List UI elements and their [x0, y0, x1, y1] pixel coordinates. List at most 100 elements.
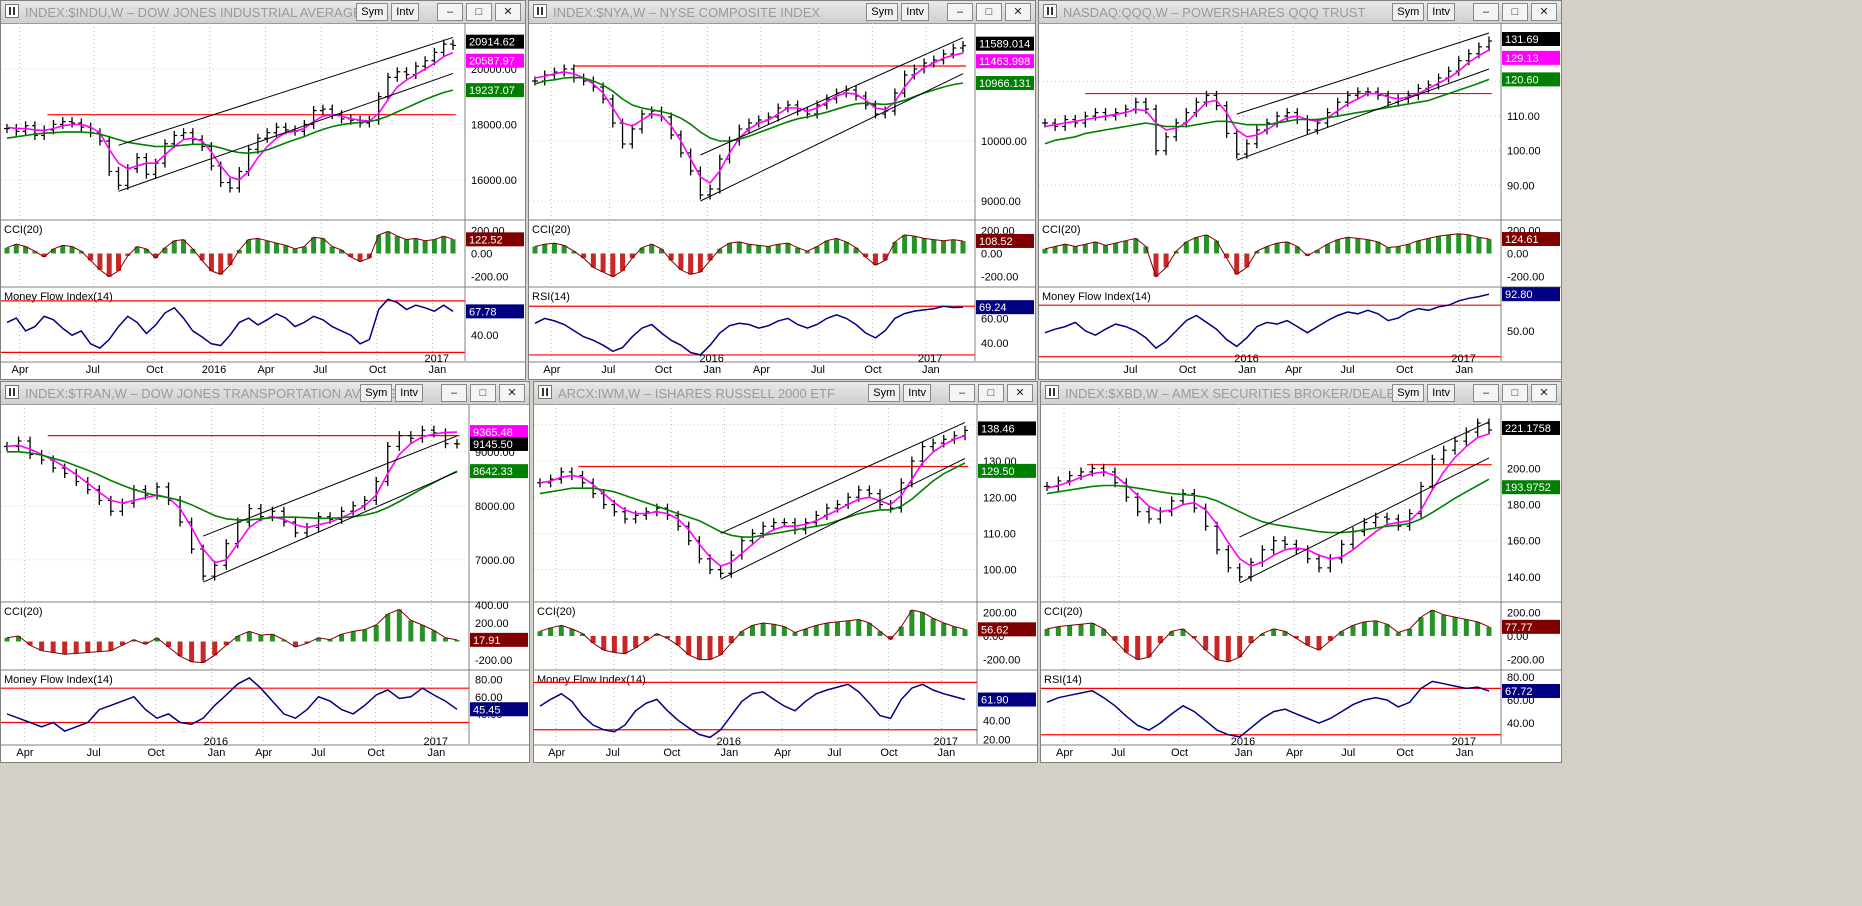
window-titlebar[interactable]: NASDAQ:QQQ,W – POWERSHARES QQQ TRUST Sym I…: [1039, 1, 1561, 24]
minimize-icon[interactable]: –: [949, 384, 975, 402]
cci-bar: [765, 246, 771, 254]
close-icon[interactable]: ✕: [1531, 384, 1557, 402]
cci-bar: [218, 253, 224, 275]
chart-canvas[interactable]: 10000.00 9000.00 11589.014 11463.998 10966.1…: [529, 23, 1035, 379]
chart-canvas[interactable]: 200.00 180.00 160.00 140.00 221.1758 193.9752…: [1041, 404, 1561, 762]
window-titlebar[interactable]: INDEX:$NYA,W – NYSE COMPOSITE INDEX Sym In…: [529, 1, 1035, 24]
chart-canvas[interactable]: 120.00110.00100.0090.00131.69129.13120.6…: [1039, 23, 1561, 379]
symbol-button[interactable]: Sym: [866, 3, 899, 21]
chart-canvas[interactable]: 140.00130.00120.00110.00100.00138.46129.…: [534, 404, 1037, 762]
window-titlebar[interactable]: INDEX:$INDU,W – DOW JONES INDUSTRIAL AVE…: [1, 1, 525, 24]
oscillator-label-box: [466, 232, 524, 247]
maximize-icon[interactable]: □: [1502, 384, 1528, 402]
cci-bar: [255, 238, 261, 254]
symbol-button[interactable]: Sym: [356, 3, 389, 21]
cci-bar: [639, 247, 645, 254]
close-icon[interactable]: ✕: [495, 3, 521, 21]
maximize-icon[interactable]: □: [470, 384, 496, 402]
chart-canvas[interactable]: 9000.008000.007000.009365.489145.508642.…: [1, 404, 529, 762]
cci-bar: [962, 629, 968, 636]
oscillator-label-box: [470, 632, 528, 647]
window-titlebar[interactable]: ARCX:IWM,W – ISHARES RUSSELL 2000 ETF Sym…: [534, 382, 1037, 405]
cci-bar: [431, 630, 437, 642]
time-axis-label: Apr: [1286, 747, 1303, 759]
maximize-icon[interactable]: □: [466, 3, 492, 21]
cci-bar: [697, 253, 703, 273]
window-titlebar[interactable]: INDEX:$XBD,W – AMEX SECURITIES BROKER/DE…: [1041, 382, 1561, 405]
price-bar: [1452, 436, 1458, 455]
cci-bar: [629, 253, 635, 259]
close-icon[interactable]: ✕: [1005, 3, 1031, 21]
cci-bar: [882, 253, 888, 261]
interval-button[interactable]: Intv: [901, 3, 929, 21]
price-bar: [541, 70, 548, 86]
window-title: INDEX:$XBD,W – AMEX SECURITIES BROKER/DE…: [1065, 386, 1405, 401]
symbol-button[interactable]: Sym: [868, 384, 901, 402]
cci-bar: [941, 240, 947, 254]
minimize-icon[interactable]: –: [437, 3, 463, 21]
price-bar: [1225, 545, 1232, 573]
window-titlebar[interactable]: INDEX:$TRAN,W – DOW JONES TRANSPORTATION…: [1, 382, 529, 405]
price-bar: [579, 471, 586, 488]
slow-moving-average: [1046, 478, 1490, 534]
cci-bar: [404, 239, 410, 254]
cci-bar: [785, 243, 791, 254]
oscillator-tick-label: -200.00: [983, 655, 1020, 667]
indicator-line: [1044, 293, 1490, 350]
cci-bar: [62, 641, 68, 655]
window-controls: Sym Intv – □ ✕: [866, 3, 1031, 21]
cci-bar: [273, 243, 279, 254]
chart-canvas[interactable]: 20000.0018000.0016000.0020914.6220587.97…: [1, 23, 525, 379]
minimize-icon[interactable]: –: [947, 3, 973, 21]
price-bar: [707, 184, 714, 200]
price-tick-label: 140.00: [1507, 572, 1541, 584]
interval-button[interactable]: Intv: [1427, 3, 1455, 21]
price-bar: [1157, 507, 1164, 524]
time-axis-label: 2017: [934, 736, 958, 748]
cci-bar: [1476, 237, 1482, 254]
maximize-icon[interactable]: □: [976, 3, 1002, 21]
close-icon[interactable]: ✕: [1007, 384, 1033, 402]
chart-app-icon: [538, 385, 552, 399]
time-axis-label: Apr: [257, 364, 274, 376]
cci-bar: [739, 631, 745, 636]
minimize-icon[interactable]: –: [1473, 3, 1499, 21]
cci-bar: [97, 253, 103, 270]
symbol-button[interactable]: Sym: [1392, 3, 1425, 21]
interval-button[interactable]: Intv: [1427, 384, 1455, 402]
cci-bar: [951, 626, 957, 636]
indicator-name: Money Flow Index(14): [537, 674, 646, 686]
close-icon[interactable]: ✕: [1531, 3, 1557, 21]
price-bar: [1385, 90, 1392, 107]
symbol-button[interactable]: Sym: [360, 384, 393, 402]
symbol-button[interactable]: Sym: [1392, 384, 1425, 402]
minimize-icon[interactable]: –: [441, 384, 467, 402]
oscillator-label: 122.52: [469, 234, 503, 246]
fast-moving-average: [1046, 433, 1490, 567]
price-bar: [134, 153, 141, 174]
cci-bar: [1112, 636, 1118, 641]
close-icon[interactable]: ✕: [499, 384, 525, 402]
cci-bar: [41, 253, 47, 257]
price-bar: [264, 128, 271, 143]
maximize-icon[interactable]: □: [978, 384, 1004, 402]
window-title: INDEX:$TRAN,W – DOW JONES TRANSPORTATION…: [25, 386, 406, 401]
cci-bar: [1078, 624, 1084, 636]
interval-button[interactable]: Intv: [395, 384, 423, 402]
interval-button[interactable]: Intv: [903, 384, 931, 402]
cci-bar: [866, 623, 872, 636]
cci-bar: [450, 239, 456, 254]
maximize-icon[interactable]: □: [1502, 3, 1528, 21]
cci-bar: [718, 636, 724, 655]
price-bar: [558, 467, 565, 484]
price-tick-label: 90.00: [1507, 180, 1535, 192]
cci-bar: [1345, 237, 1351, 254]
time-axis-label: 2017: [424, 736, 448, 748]
cci-bar: [327, 639, 333, 642]
cci-line: [1046, 609, 1490, 663]
interval-button[interactable]: Intv: [391, 3, 419, 21]
cci-bar: [620, 253, 626, 271]
cci-bar: [246, 631, 252, 642]
minimize-icon[interactable]: –: [1473, 384, 1499, 402]
time-axis-label: 2017: [425, 353, 449, 365]
